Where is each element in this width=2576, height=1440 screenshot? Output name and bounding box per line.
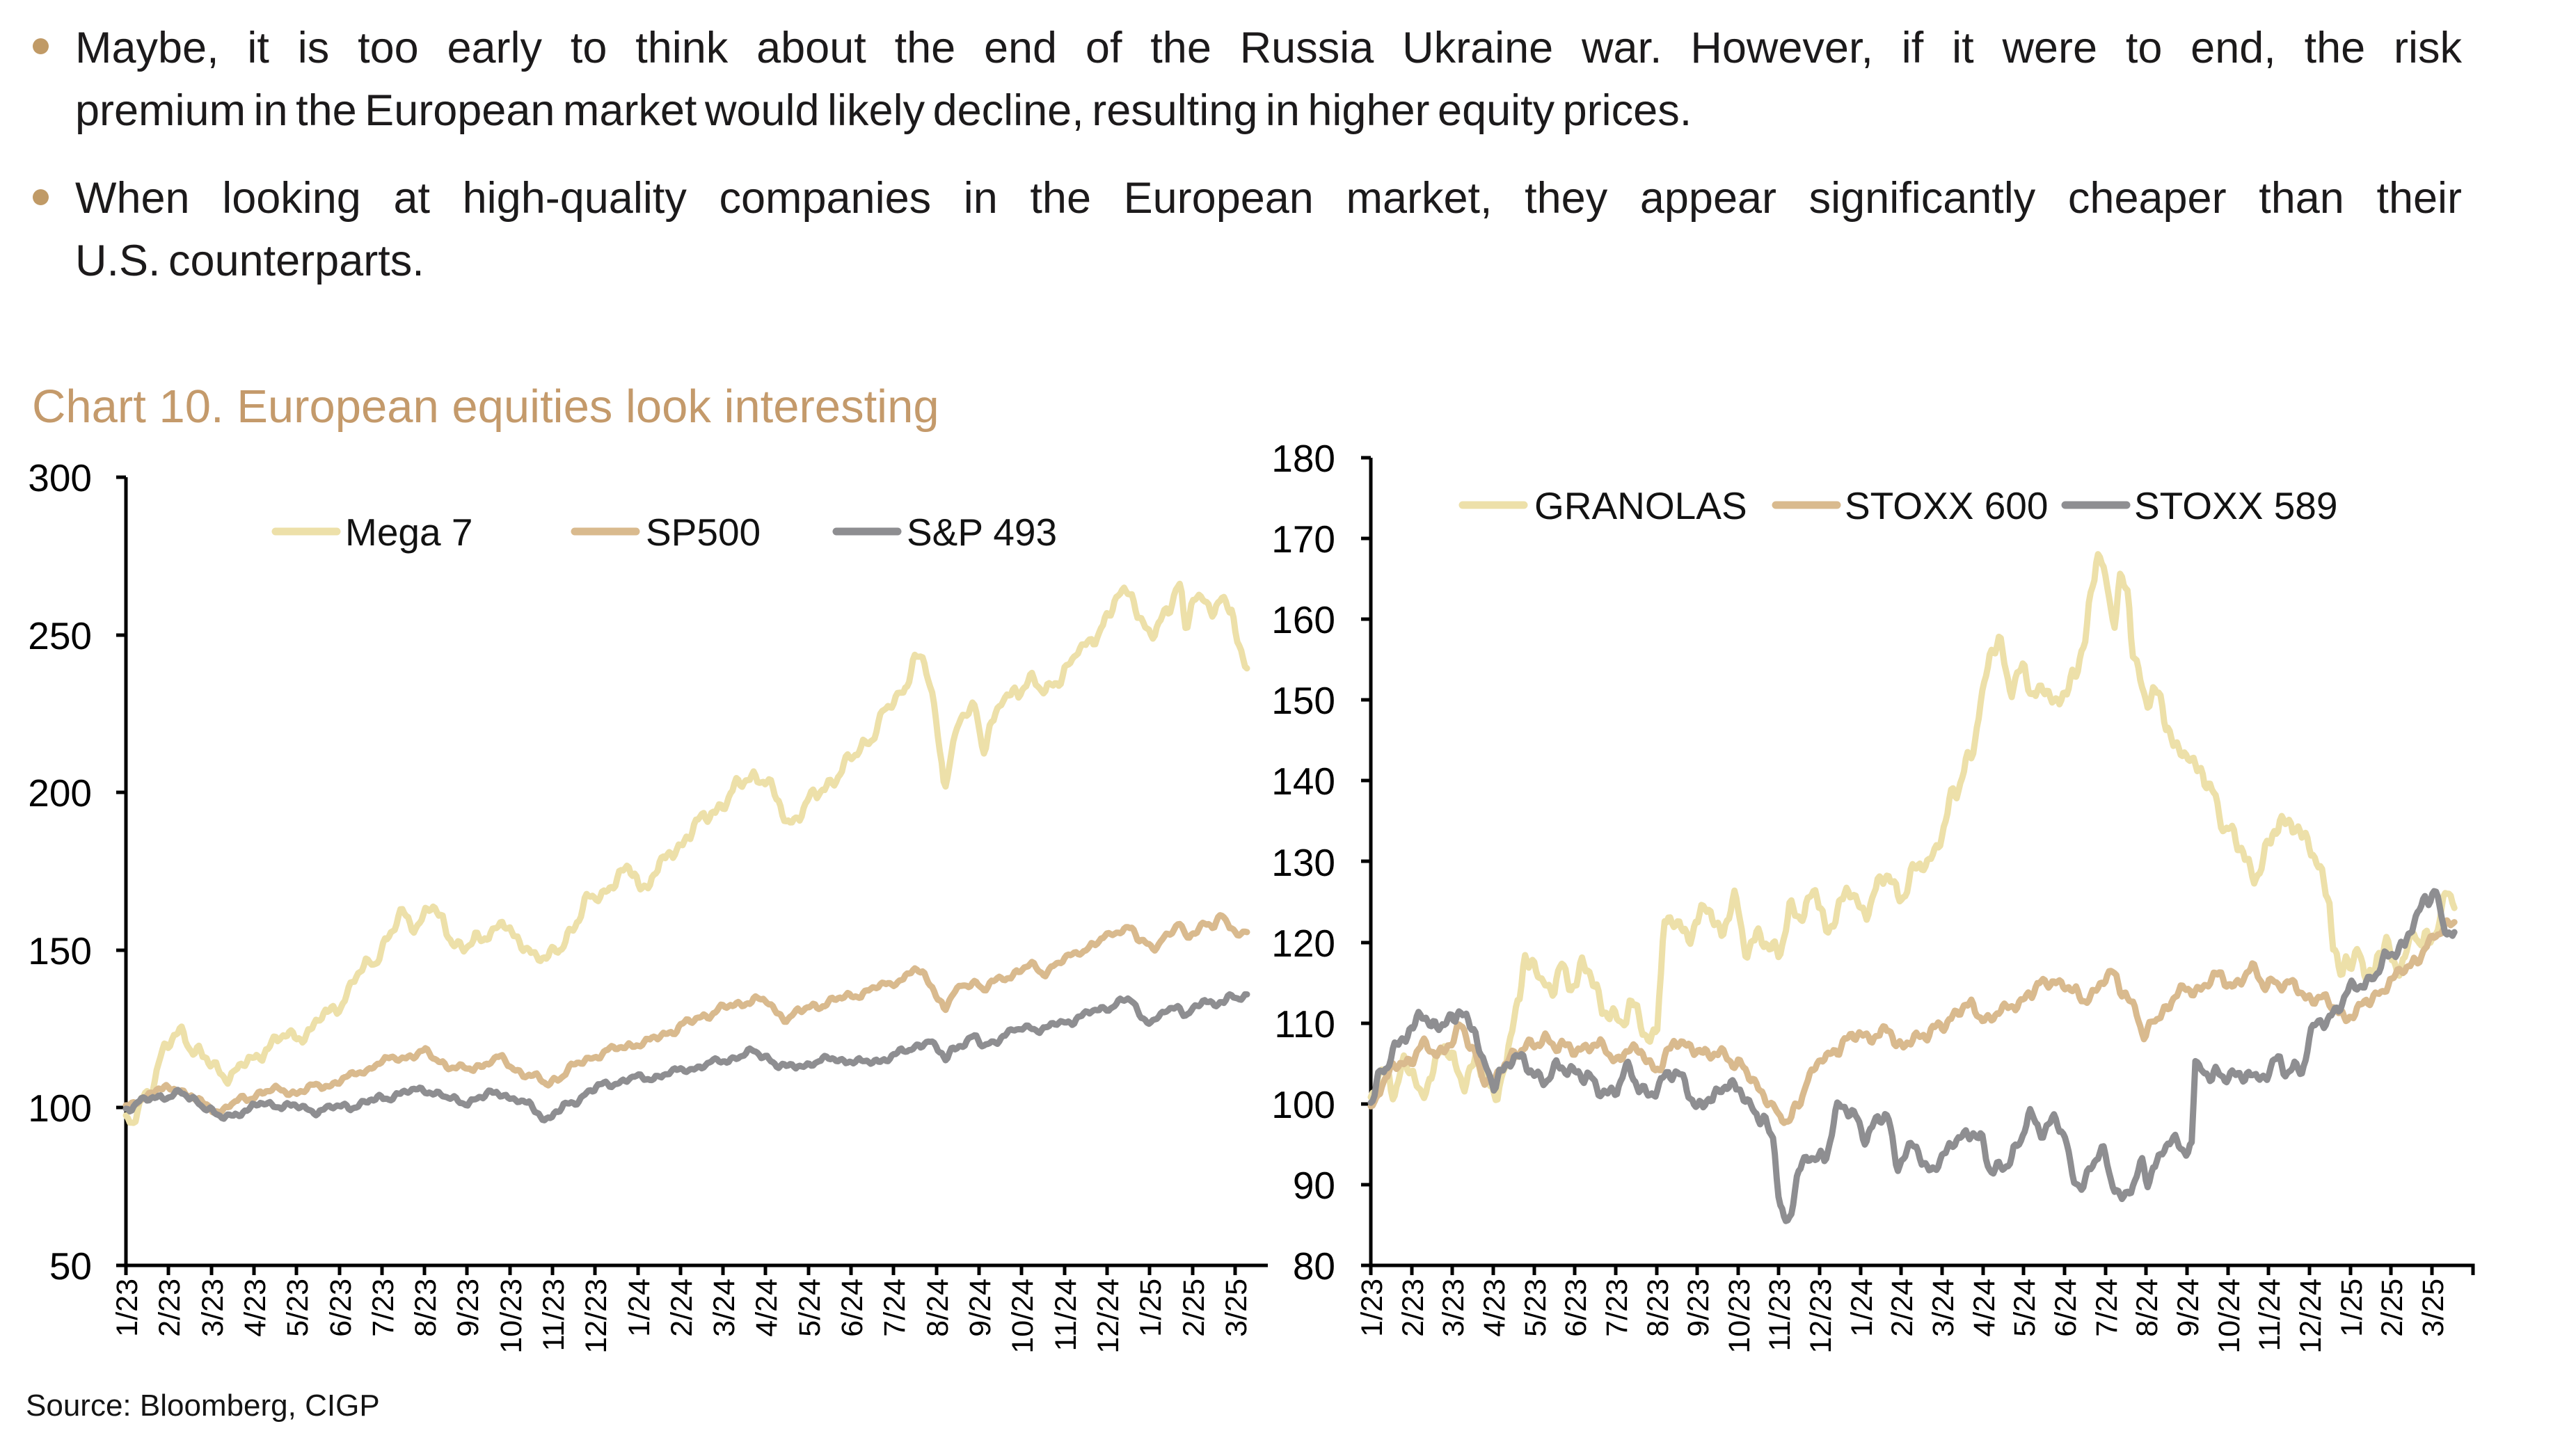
svg-text:1/24: 1/24	[1845, 1279, 1879, 1337]
svg-text:160: 160	[1271, 598, 1335, 641]
svg-text:7/23: 7/23	[1600, 1279, 1634, 1337]
svg-text:10/23: 10/23	[495, 1279, 528, 1354]
svg-text:6/23: 6/23	[324, 1279, 358, 1337]
svg-text:3/23: 3/23	[1437, 1279, 1470, 1337]
svg-text:11/23: 11/23	[1763, 1279, 1797, 1351]
svg-text:9/24: 9/24	[964, 1279, 997, 1337]
svg-text:170: 170	[1271, 518, 1335, 561]
svg-text:2/25: 2/25	[1177, 1279, 1211, 1337]
svg-text:8/24: 8/24	[921, 1279, 955, 1337]
svg-text:150: 150	[28, 929, 92, 973]
svg-text:5/23: 5/23	[281, 1279, 315, 1337]
svg-text:12/23: 12/23	[1804, 1279, 1838, 1354]
svg-text:180: 180	[1271, 437, 1335, 480]
svg-text:4/24: 4/24	[750, 1279, 784, 1337]
svg-text:50: 50	[49, 1245, 92, 1288]
svg-text:Mega 7: Mega 7	[345, 511, 472, 554]
svg-text:1/25: 1/25	[2335, 1279, 2369, 1337]
svg-text:100: 100	[1271, 1083, 1335, 1126]
svg-text:STOXX 600: STOXX 600	[1845, 484, 2048, 527]
svg-text:11/24: 11/24	[2253, 1279, 2287, 1351]
svg-text:10/24: 10/24	[1006, 1279, 1040, 1354]
svg-text:10/24: 10/24	[2213, 1279, 2246, 1354]
svg-text:5/23: 5/23	[1519, 1279, 1552, 1337]
svg-text:1/23: 1/23	[111, 1279, 144, 1337]
svg-text:140: 140	[1271, 760, 1335, 803]
svg-text:1/25: 1/25	[1134, 1279, 1168, 1337]
svg-text:250: 250	[28, 614, 92, 657]
svg-text:3/24: 3/24	[1927, 1279, 1960, 1337]
svg-text:6/24: 6/24	[2049, 1279, 2083, 1337]
svg-text:90: 90	[1293, 1164, 1335, 1207]
svg-text:12/23: 12/23	[580, 1279, 613, 1354]
svg-text:2/24: 2/24	[665, 1279, 699, 1337]
svg-text:9/23: 9/23	[1682, 1279, 1715, 1337]
svg-text:130: 130	[1271, 841, 1335, 884]
svg-text:110: 110	[1274, 1002, 1335, 1046]
svg-text:3/25: 3/25	[2417, 1279, 2450, 1337]
svg-text:5/24: 5/24	[793, 1279, 827, 1337]
svg-text:7/23: 7/23	[367, 1279, 400, 1337]
svg-text:S&P 493: S&P 493	[907, 511, 1057, 554]
svg-text:3/24: 3/24	[708, 1279, 741, 1337]
svg-text:7/24: 7/24	[2090, 1279, 2124, 1337]
svg-text:9/23: 9/23	[452, 1279, 485, 1337]
svg-text:STOXX 589: STOXX 589	[2134, 484, 2337, 527]
svg-text:11/23: 11/23	[537, 1279, 571, 1351]
svg-text:6/23: 6/23	[1559, 1279, 1593, 1337]
svg-text:GRANOLAS: GRANOLAS	[1534, 484, 1747, 527]
svg-text:6/24: 6/24	[836, 1279, 869, 1337]
svg-text:12/24: 12/24	[2294, 1279, 2328, 1354]
svg-text:4/24: 4/24	[1968, 1279, 2001, 1337]
svg-text:4/23: 4/23	[1478, 1279, 1511, 1337]
svg-text:100: 100	[28, 1087, 92, 1130]
svg-text:11/24: 11/24	[1049, 1279, 1083, 1351]
svg-text:8/23: 8/23	[1641, 1279, 1675, 1337]
svg-text:1/24: 1/24	[623, 1279, 656, 1337]
svg-text:12/24: 12/24	[1092, 1279, 1125, 1354]
svg-text:1/23: 1/23	[1355, 1279, 1389, 1337]
svg-text:3/23: 3/23	[196, 1279, 230, 1337]
svg-text:80: 80	[1293, 1245, 1335, 1288]
svg-text:8/24: 8/24	[2131, 1279, 2164, 1337]
svg-text:3/25: 3/25	[1220, 1279, 1253, 1337]
svg-text:200: 200	[28, 771, 92, 815]
svg-text:SP500: SP500	[646, 511, 761, 554]
svg-text:120: 120	[1271, 922, 1335, 965]
svg-text:2/25: 2/25	[2376, 1279, 2409, 1337]
svg-text:4/23: 4/23	[239, 1279, 272, 1337]
svg-text:2/24: 2/24	[1886, 1279, 1919, 1337]
svg-text:5/24: 5/24	[2008, 1279, 2042, 1337]
svg-text:7/24: 7/24	[878, 1279, 912, 1337]
svg-text:10/23: 10/23	[1723, 1279, 1756, 1354]
svg-text:9/24: 9/24	[2172, 1279, 2205, 1337]
svg-text:150: 150	[1271, 679, 1335, 722]
svg-text:2/23: 2/23	[1397, 1279, 1430, 1337]
svg-text:300: 300	[28, 456, 92, 499]
svg-text:8/23: 8/23	[409, 1279, 443, 1337]
svg-text:2/23: 2/23	[153, 1279, 186, 1337]
